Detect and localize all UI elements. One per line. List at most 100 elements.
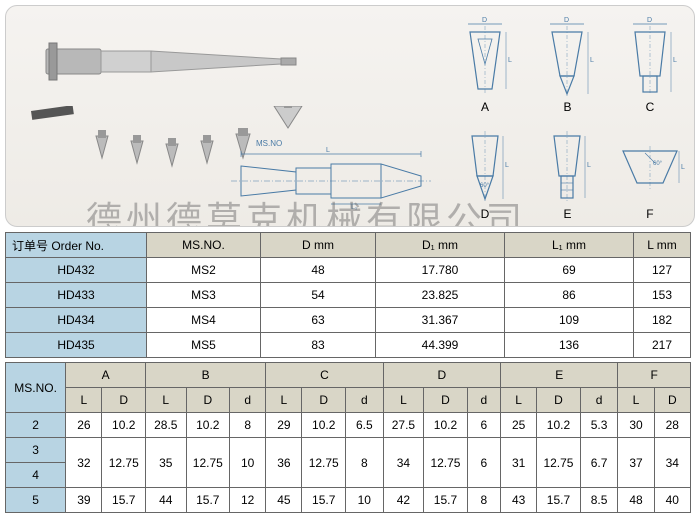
sub-col: D bbox=[302, 388, 346, 413]
svg-text:L₁: L₁ bbox=[351, 204, 358, 211]
table-cell: 34 bbox=[654, 438, 690, 488]
table-cell: 6.7 bbox=[580, 438, 618, 488]
col-d1: D₁ mm bbox=[376, 233, 505, 258]
dim-a: D L A bbox=[450, 14, 520, 109]
table-cell: 17.780 bbox=[376, 258, 505, 283]
table-row: HD435MS58344.399136217 bbox=[6, 333, 691, 358]
dim-d: 60° L D bbox=[450, 121, 520, 216]
svg-text:L: L bbox=[673, 57, 677, 64]
spec-table-2: MS.NO. A B C D E F LDLDdLDdLDdLDdLD 2261… bbox=[5, 362, 691, 513]
table-row: HD434MS46331.367109182 bbox=[6, 308, 691, 333]
sub-col: D bbox=[537, 388, 581, 413]
sub-col: L bbox=[501, 388, 537, 413]
table-cell: 10.2 bbox=[102, 413, 146, 438]
table-cell: 28 bbox=[654, 413, 690, 438]
table-cell: 40 bbox=[654, 488, 690, 513]
table-cell: 8 bbox=[467, 488, 500, 513]
table-row: 33212.753512.75103612.7583412.7563112.75… bbox=[6, 438, 691, 463]
grp-b: B bbox=[145, 363, 265, 388]
table-row: 22610.228.510.282910.26.527.510.262510.2… bbox=[6, 413, 691, 438]
table-cell: 23.825 bbox=[376, 283, 505, 308]
product-image-area: MS.NO L L₁ D L A bbox=[5, 5, 695, 227]
grp-c: C bbox=[266, 363, 383, 388]
col-order: 订单号 Order No. bbox=[6, 233, 147, 258]
table-cell: HD434 bbox=[6, 308, 147, 333]
svg-text:60°: 60° bbox=[653, 161, 663, 167]
table-cell: 42 bbox=[383, 488, 424, 513]
table-cell: 12.75 bbox=[102, 438, 146, 488]
sub-col: d bbox=[580, 388, 618, 413]
table-cell: 136 bbox=[505, 333, 634, 358]
sub-col: L bbox=[266, 388, 302, 413]
table-cell: 10.2 bbox=[302, 413, 346, 438]
table-cell: 45 bbox=[266, 488, 302, 513]
table-cell: 6 bbox=[467, 413, 500, 438]
table-cell: MS3 bbox=[147, 283, 261, 308]
col-msno: MS.NO. bbox=[147, 233, 261, 258]
table-cell: 26 bbox=[66, 413, 102, 438]
table-cell: MS2 bbox=[147, 258, 261, 283]
table-cell: 43 bbox=[501, 488, 537, 513]
table-cell: 6.5 bbox=[345, 413, 383, 438]
dim-label-e: E bbox=[563, 207, 571, 221]
table-cell: 6 bbox=[467, 438, 500, 488]
table-cell: 15.7 bbox=[302, 488, 346, 513]
table-cell: 31.367 bbox=[376, 308, 505, 333]
table-cell: 39 bbox=[66, 488, 102, 513]
table-cell: 10 bbox=[230, 438, 266, 488]
svg-text:L: L bbox=[681, 164, 685, 171]
svg-text:L: L bbox=[508, 57, 512, 64]
svg-text:L: L bbox=[326, 147, 330, 154]
table-cell: 15.7 bbox=[537, 488, 581, 513]
sub-col: d bbox=[230, 388, 266, 413]
table-cell: 25 bbox=[501, 413, 537, 438]
svg-text:D: D bbox=[647, 17, 652, 24]
table-cell: 8 bbox=[230, 413, 266, 438]
table-cell: 28.5 bbox=[145, 413, 186, 438]
table-cell: 44.399 bbox=[376, 333, 505, 358]
dim-e: L E bbox=[532, 121, 602, 216]
table-cell: 15.7 bbox=[424, 488, 468, 513]
col-d: D mm bbox=[261, 233, 376, 258]
table-cell: 37 bbox=[618, 438, 654, 488]
table-cell: 8.5 bbox=[580, 488, 618, 513]
sub-col: D bbox=[424, 388, 468, 413]
sub-col: D bbox=[654, 388, 690, 413]
table-cell: 36 bbox=[266, 438, 302, 488]
table-subheader-row: LDLDdLDdLDdLDdLD bbox=[6, 388, 691, 413]
dim-b: D L B bbox=[532, 14, 602, 109]
table-cell: 27.5 bbox=[383, 413, 424, 438]
table-header-row: MS.NO. A B C D E F bbox=[6, 363, 691, 388]
svg-text:D: D bbox=[482, 17, 487, 24]
table-cell: 35 bbox=[145, 438, 186, 488]
table-cell: 54 bbox=[261, 283, 376, 308]
dim-label-b: B bbox=[563, 100, 571, 114]
dim-label-c: C bbox=[646, 100, 655, 114]
table-cell: 10 bbox=[345, 488, 383, 513]
sub-col: D bbox=[186, 388, 230, 413]
table-cell: 12.75 bbox=[424, 438, 468, 488]
table-cell: 12.75 bbox=[302, 438, 346, 488]
svg-text:L: L bbox=[590, 57, 594, 64]
grp-d: D bbox=[383, 363, 500, 388]
table-cell: 10.2 bbox=[537, 413, 581, 438]
grp-a: A bbox=[66, 363, 146, 388]
table-cell: 12.75 bbox=[186, 438, 230, 488]
table-cell: 44 bbox=[145, 488, 186, 513]
table-cell: 15.7 bbox=[102, 488, 146, 513]
table-cell: 32 bbox=[66, 438, 102, 488]
dim-label-f: F bbox=[646, 207, 653, 221]
table-cell: HD433 bbox=[6, 283, 147, 308]
row-key: 2 bbox=[6, 413, 66, 438]
sub-col: L bbox=[66, 388, 102, 413]
table-cell: HD435 bbox=[6, 333, 147, 358]
table-cell: 34 bbox=[383, 438, 424, 488]
table-cell: 153 bbox=[634, 283, 691, 308]
col-l: L mm bbox=[634, 233, 691, 258]
table-cell: 109 bbox=[505, 308, 634, 333]
svg-text:L: L bbox=[505, 162, 509, 169]
table-cell: 10.2 bbox=[424, 413, 468, 438]
table-cell: 69 bbox=[505, 258, 634, 283]
svg-text:D: D bbox=[564, 17, 569, 24]
table-cell: 63 bbox=[261, 308, 376, 333]
